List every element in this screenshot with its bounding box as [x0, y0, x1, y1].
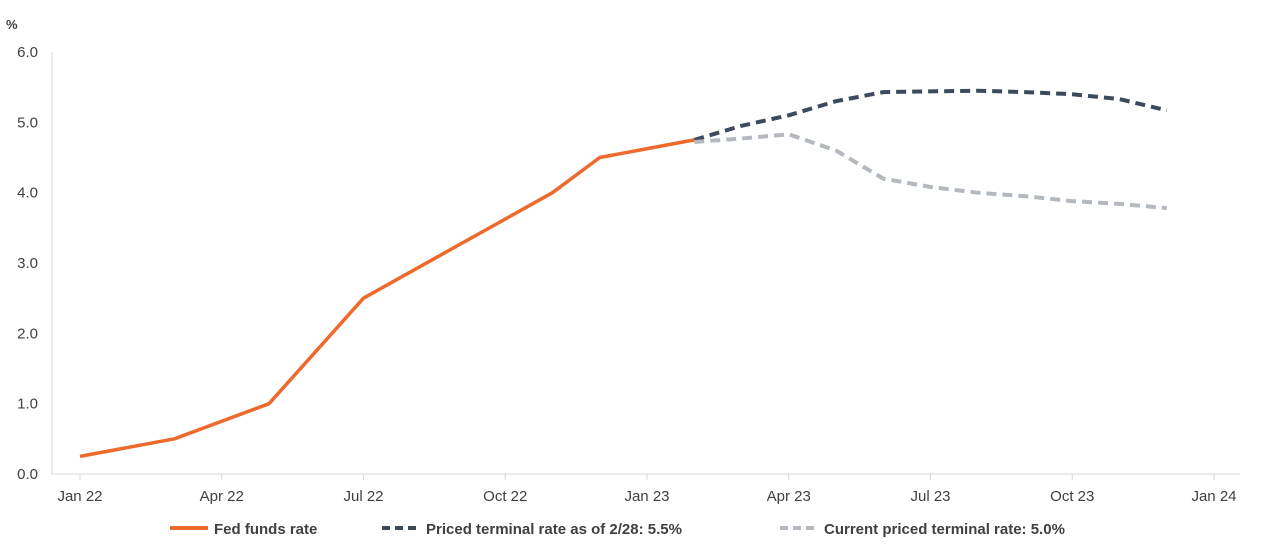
- x-tick-label: Apr 23: [767, 488, 811, 505]
- y-tick-label: 0.0: [17, 466, 38, 483]
- y-tick-label: 1.0: [17, 396, 38, 413]
- y-axis-unit-label: %: [6, 17, 18, 32]
- x-tick-label: Apr 22: [200, 488, 244, 505]
- x-axis: Jan 22 Apr 22 Jul 22 Oct 22 Jan 23 Apr 23 Jul …: [52, 473, 1240, 505]
- x-tick-label: Oct 22: [483, 488, 527, 505]
- y-axis: 0.0 1.0 2.0 3.0 4.0 5.0 6.0: [17, 44, 53, 483]
- legend-label-3: Current priced terminal rate: 5.0%: [824, 521, 1065, 538]
- x-tick-label: Jan 23: [624, 488, 669, 505]
- x-tick-label: Jul 23: [910, 488, 950, 505]
- series-line-2: [693, 88, 1168, 142]
- x-tick-label: Jan 22: [57, 488, 102, 505]
- x-tick-label: Jan 24: [1191, 488, 1236, 505]
- y-tick-label: 4.0: [17, 185, 38, 202]
- legend-label-1: Fed funds rate: [214, 521, 317, 538]
- series-line-3: [694, 132, 1167, 211]
- y-tick-label: 6.0: [17, 44, 38, 61]
- legend-label-2: Priced terminal rate as of 2/28: 5.5%: [426, 521, 682, 538]
- x-tick-label: Jul 22: [343, 488, 383, 505]
- legend: Fed funds rate Priced terminal rate as of…: [170, 521, 1065, 538]
- y-tick-label: 2.0: [17, 325, 38, 342]
- y-tick-label: 5.0: [17, 114, 38, 131]
- plot-series: [79, 88, 1168, 459]
- y-tick-label: 3.0: [17, 255, 38, 272]
- series-line-1: [79, 138, 695, 459]
- x-tick-label: Oct 23: [1050, 488, 1094, 505]
